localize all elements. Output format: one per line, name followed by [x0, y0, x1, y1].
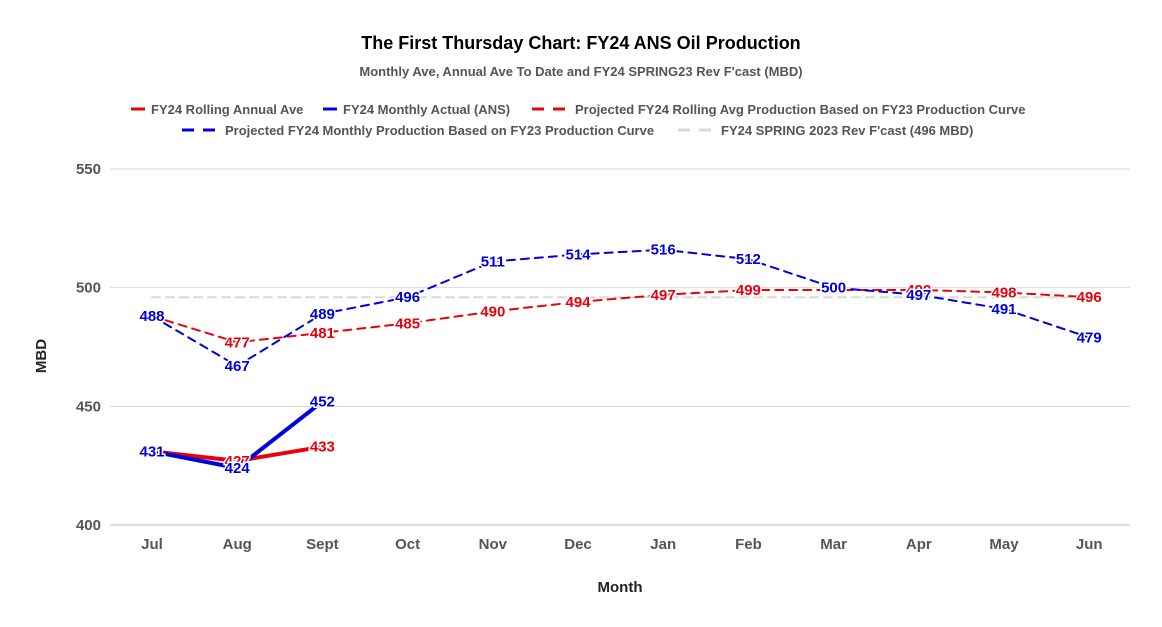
chart-subtitle: Monthly Ave, Annual Ave To Date and FY24…: [359, 64, 802, 79]
data-label-proj-monthly: 491: [991, 301, 1016, 318]
y-tick-label: 450: [76, 398, 101, 415]
data-label-proj-monthly: 514: [565, 246, 591, 263]
data-label-proj-rolling: 498: [991, 284, 1016, 301]
legend-item-proj-rolling: Projected FY24 Rolling Avg Production Ba…: [532, 102, 1026, 117]
x-tick-label: May: [989, 536, 1019, 553]
y-axis-ticks: 400 450 500 550: [76, 161, 101, 534]
y-axis-title: MBD: [33, 339, 50, 373]
series-line-proj-rolling: [151, 289, 1091, 344]
data-label-proj-monthly: 489: [310, 306, 335, 323]
data-label-proj-rolling: 481: [310, 325, 335, 342]
data-label-monthly: 431: [139, 443, 164, 460]
data-label-rolling: 433: [310, 439, 335, 456]
x-tick-label: Oct: [395, 536, 420, 553]
series-lines: [150, 248, 1091, 470]
y-tick-label: 400: [76, 517, 101, 534]
data-label-proj-monthly: 497: [906, 287, 931, 304]
data-label-proj-rolling: 490: [480, 303, 505, 320]
chart-title: The First Thursday Chart: FY24 ANS Oil P…: [361, 33, 800, 53]
x-tick-label: Sept: [306, 536, 339, 553]
data-label-monthly: 424: [225, 460, 251, 477]
series-line-proj-monthly: [151, 248, 1091, 367]
data-label-monthly: 452: [310, 394, 335, 411]
legend-item-monthly: FY24 Monthly Actual (ANS): [323, 102, 510, 117]
legend-label-forecast: FY24 SPRING 2023 Rev F'cast (496 MBD): [721, 123, 973, 138]
legend-item-forecast: FY24 SPRING 2023 Rev F'cast (496 MBD): [678, 123, 973, 138]
legend-label-monthly: FY24 Monthly Actual (ANS): [343, 102, 510, 117]
data-label-proj-monthly: 511: [481, 254, 505, 271]
data-label-proj-rolling: 499: [906, 282, 931, 299]
data-label-proj-rolling: 485: [395, 315, 420, 332]
x-axis-title: Month: [598, 579, 643, 596]
series-line-monthly: [150, 399, 325, 470]
x-tick-label: Nov: [479, 536, 508, 553]
legend-label-proj-rolling: Projected FY24 Rolling Avg Production Ba…: [575, 102, 1026, 117]
data-label-rolling: 427: [225, 453, 250, 470]
data-label-proj-monthly: 479: [1077, 330, 1102, 347]
x-tick-label: Feb: [735, 536, 762, 553]
data-label-proj-rolling: 477: [225, 334, 250, 351]
legend-label-proj-monthly: Projected FY24 Monthly Production Based …: [225, 123, 654, 138]
x-tick-label: Apr: [906, 536, 932, 553]
x-axis-ticks: Jul Aug Sept Oct Nov Dec Jan Feb Mar Apr May Jun: [141, 536, 1102, 553]
legend-item-proj-monthly: Projected FY24 Monthly Production Based …: [182, 123, 654, 138]
y-tick-label: 550: [76, 161, 101, 178]
data-label-proj-rolling: 499: [736, 282, 761, 299]
x-tick-label: Mar: [820, 536, 847, 553]
data-label-proj-rolling: 496: [1077, 289, 1102, 306]
data-label-proj-monthly: 500: [821, 280, 846, 297]
legend-item-rolling: FY24 Rolling Annual Ave: [131, 102, 303, 117]
series-line-rolling: [150, 444, 325, 463]
gridlines: [110, 168, 1130, 526]
data-label-proj-monthly: 467: [225, 358, 250, 375]
data-label-proj-rolling: 494: [565, 294, 591, 311]
x-tick-label: Aug: [223, 536, 252, 553]
data-label-proj-monthly: 516: [651, 242, 676, 259]
data-label-proj-rolling: 497: [651, 287, 676, 304]
x-tick-label: Jan: [650, 536, 676, 553]
y-tick-label: 500: [76, 280, 101, 297]
data-label-proj-monthly: 488: [139, 308, 164, 325]
legend: FY24 Rolling Annual Ave FY24 Monthly Act…: [131, 102, 1026, 138]
data-label-proj-monthly: 512: [736, 251, 761, 268]
x-tick-label: Dec: [564, 536, 592, 553]
legend-label-rolling: FY24 Rolling Annual Ave: [151, 102, 303, 117]
x-tick-label: Jul: [141, 536, 163, 553]
x-tick-label: Jun: [1076, 536, 1103, 553]
data-label-proj-monthly: 496: [395, 289, 420, 306]
